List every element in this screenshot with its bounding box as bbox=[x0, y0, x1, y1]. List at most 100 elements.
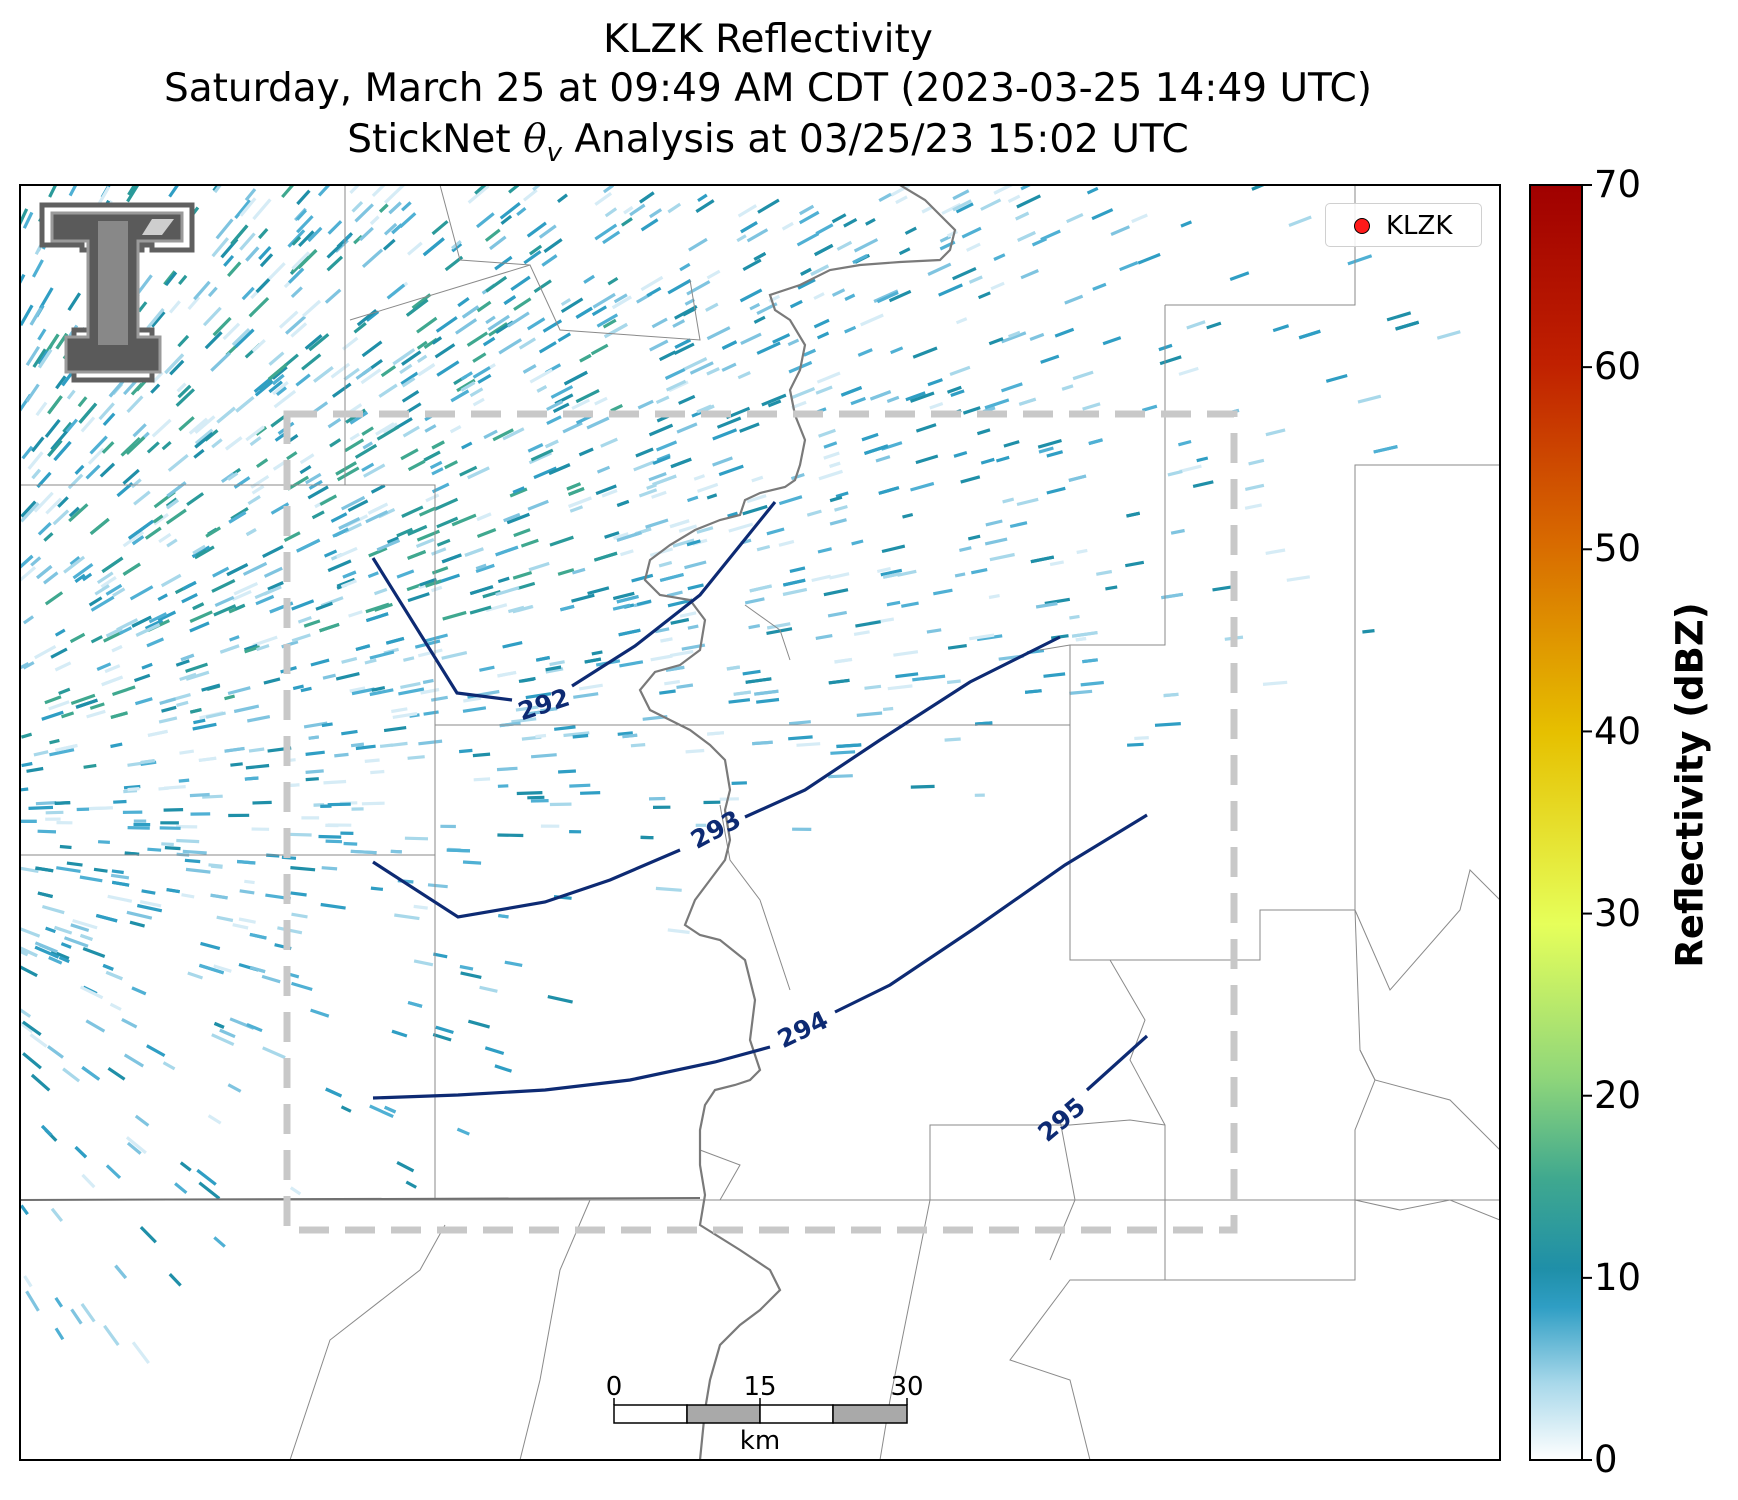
reflectivity-gate bbox=[130, 382, 143, 396]
reflectivity-gate bbox=[840, 386, 863, 397]
reflectivity-gate bbox=[134, 1114, 150, 1127]
reflectivity-gate bbox=[61, 370, 75, 387]
reflectivity-gate bbox=[1125, 560, 1145, 568]
reflectivity-gate bbox=[267, 363, 288, 381]
reflectivity-gate bbox=[1244, 503, 1263, 510]
reflectivity-gate bbox=[796, 232, 820, 247]
reflectivity-gate bbox=[1091, 208, 1114, 221]
reflectivity-gate bbox=[623, 205, 634, 215]
reflectivity-gate bbox=[799, 204, 815, 216]
reflectivity-gate bbox=[383, 222, 398, 236]
reflectivity-gate bbox=[1127, 742, 1144, 747]
reflectivity-gate bbox=[533, 279, 552, 294]
reflectivity-gate bbox=[696, 526, 714, 534]
reflectivity-gate bbox=[290, 866, 316, 872]
reflectivity-gate bbox=[319, 622, 340, 633]
reflectivity-gate bbox=[239, 232, 256, 251]
reflectivity-gate bbox=[538, 341, 557, 354]
reflectivity-gate bbox=[62, 1067, 81, 1083]
reflectivity-gate bbox=[20, 502, 40, 523]
reflectivity-gate bbox=[495, 586, 520, 597]
reflectivity-gate bbox=[800, 267, 812, 276]
reflectivity-gate bbox=[20, 500, 37, 518]
reflectivity-gate bbox=[216, 406, 236, 424]
reflectivity-gate bbox=[616, 499, 630, 508]
reflectivity-gate bbox=[116, 618, 139, 632]
reflectivity-gate bbox=[161, 705, 177, 713]
reflectivity-gate bbox=[766, 527, 785, 536]
reflectivity-gate bbox=[912, 676, 930, 682]
reflectivity-gate bbox=[535, 655, 551, 662]
reflectivity-gate bbox=[326, 243, 343, 259]
reflectivity-gate bbox=[150, 383, 161, 394]
reflectivity-gate bbox=[20, 661, 30, 670]
reflectivity-gate bbox=[164, 271, 178, 287]
reflectivity-gate bbox=[530, 753, 557, 759]
reflectivity-gate bbox=[241, 286, 255, 301]
reflectivity-gate bbox=[548, 463, 571, 475]
reflectivity-gate bbox=[58, 955, 70, 964]
reflectivity-gate bbox=[419, 577, 437, 587]
reflectivity-gate bbox=[532, 185, 542, 191]
reflectivity-gate bbox=[188, 417, 209, 435]
reflectivity-gate bbox=[790, 387, 816, 400]
reflectivity-gate bbox=[739, 422, 760, 433]
reflectivity-gate bbox=[341, 656, 358, 664]
reflectivity-gate bbox=[327, 802, 351, 807]
reflectivity-gate bbox=[910, 784, 935, 789]
reflectivity-gate bbox=[880, 568, 903, 577]
reflectivity-gate bbox=[466, 331, 489, 347]
reflectivity-gate bbox=[361, 801, 385, 806]
reflectivity-gate bbox=[283, 353, 299, 367]
reflectivity-gate bbox=[242, 561, 268, 576]
reflectivity-gate bbox=[233, 581, 259, 596]
reflectivity-gate bbox=[83, 763, 97, 769]
reflectivity-gate bbox=[193, 280, 211, 301]
reflectivity-gate bbox=[327, 559, 352, 573]
reflectivity-gate bbox=[49, 748, 75, 757]
reflectivity-gate bbox=[307, 485, 329, 500]
reflectivity-gate bbox=[45, 810, 64, 815]
reflectivity-gate bbox=[513, 528, 531, 538]
reflectivity-gate bbox=[596, 313, 619, 328]
reflectivity-gate bbox=[228, 511, 247, 524]
reflectivity-gate bbox=[291, 981, 313, 992]
reflectivity-gate bbox=[166, 888, 180, 894]
reflectivity-gate bbox=[246, 715, 271, 723]
reflectivity-gate bbox=[49, 738, 60, 745]
reflectivity-gate bbox=[120, 436, 141, 457]
colorbar-tick-10: 10 bbox=[1594, 1256, 1642, 1299]
reflectivity-gate bbox=[583, 274, 595, 284]
reflectivity-gate bbox=[659, 689, 676, 695]
reflectivity-gate bbox=[82, 947, 106, 958]
reflectivity-gate bbox=[976, 428, 991, 436]
reflectivity-gate bbox=[672, 319, 686, 328]
reflectivity-gate bbox=[568, 496, 592, 508]
reflectivity-gate bbox=[320, 902, 346, 910]
reflectivity-gate bbox=[254, 380, 274, 397]
reflectivity-gate bbox=[22, 1052, 42, 1070]
reflectivity-gate bbox=[123, 789, 138, 794]
colorbar-label: Reflectivity (dBZ) bbox=[1668, 602, 1712, 968]
reflectivity-gate bbox=[433, 952, 448, 959]
reflectivity-gate bbox=[436, 360, 460, 377]
chart-title: KLZK Reflectivity bbox=[603, 17, 933, 62]
reflectivity-gate bbox=[469, 585, 494, 596]
reflectivity-gate bbox=[166, 498, 179, 510]
reflectivity-gate bbox=[1031, 237, 1048, 247]
reflectivity-gate bbox=[1016, 497, 1039, 507]
reflectivity-gate bbox=[1159, 355, 1182, 366]
reflectivity-gate bbox=[236, 859, 256, 865]
reflectivity-gate bbox=[67, 473, 84, 490]
reflectivity-gate bbox=[788, 735, 813, 741]
reflectivity-gate bbox=[245, 763, 270, 770]
reflectivity-gate bbox=[1386, 311, 1412, 322]
reflectivity-gate bbox=[566, 482, 581, 491]
reflectivity-gate bbox=[818, 428, 836, 438]
reflectivity-gate bbox=[504, 960, 523, 967]
reflectivity-gate bbox=[336, 466, 360, 482]
reflectivity-gate bbox=[227, 686, 251, 696]
reflectivity-gate bbox=[103, 1324, 120, 1347]
reflectivity-gate bbox=[231, 589, 252, 602]
reflectivity-gate bbox=[947, 644, 967, 650]
